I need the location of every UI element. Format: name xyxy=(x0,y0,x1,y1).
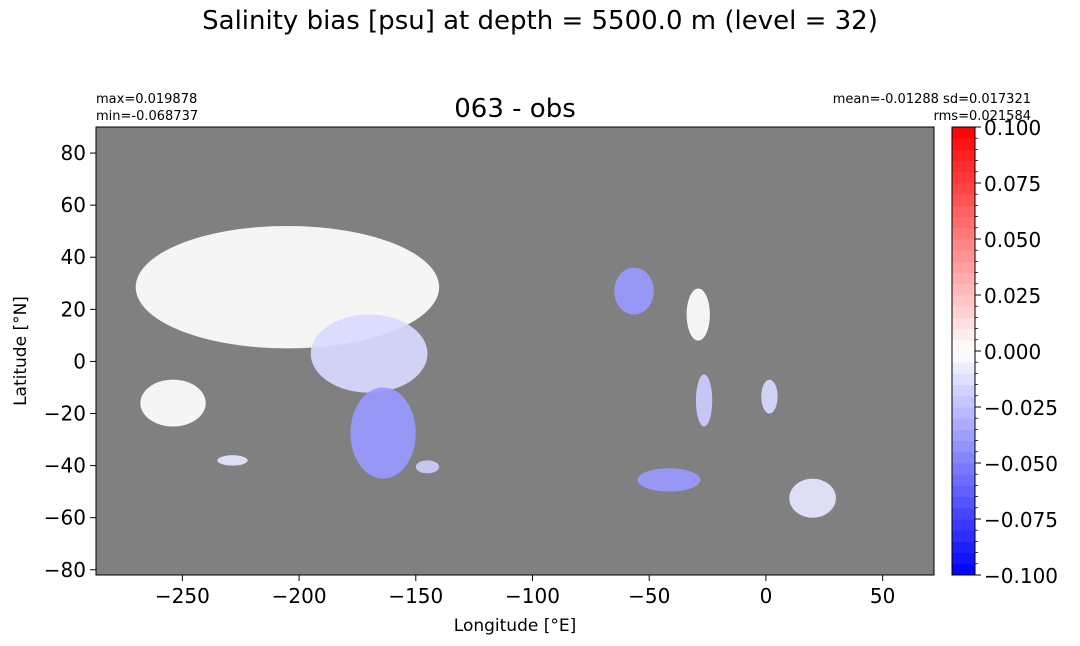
colorbar-segment xyxy=(952,239,975,251)
colorbar: 0.100 0.075 0.050 0.025 0.000 −0.025 −0.050 −0.… xyxy=(951,116,1058,588)
y-tick-label: 60 xyxy=(61,193,86,217)
data-region-6 xyxy=(761,379,778,414)
colorbar-segment xyxy=(952,160,975,173)
colorbar-segment xyxy=(952,440,975,453)
x-tick-label: 0 xyxy=(760,584,773,608)
figure-title: Salinity bias [psu] at depth = 5500.0 m … xyxy=(202,6,878,36)
colorbar-segment xyxy=(952,138,975,150)
colorbar-segment xyxy=(952,429,975,442)
stat-rms: rms=0.021584 xyxy=(933,109,1031,124)
stats-right: mean=-0.01288 sd=0.017321 rms=0.021584 xyxy=(833,91,1031,125)
x-axis: −250 −200 −150 −100 −50 0 50 xyxy=(155,575,895,608)
stat-mean-sd: mean=-0.01288 sd=0.017321 xyxy=(832,92,1031,107)
plot-title: 063 - obs xyxy=(454,94,576,124)
colorbar-segment xyxy=(952,395,975,408)
data-region-10 xyxy=(415,460,440,474)
colorbar-tick-label: 0.000 xyxy=(984,340,1041,364)
colorbar-segment xyxy=(952,485,975,498)
y-tick-label: 0 xyxy=(73,349,86,373)
y-tick-label: 80 xyxy=(61,141,86,165)
colorbar-segment xyxy=(952,362,975,374)
x-tick-label: 50 xyxy=(870,584,895,608)
colorbar-segment xyxy=(952,127,975,139)
colorbar-tick-label: −0.025 xyxy=(984,396,1058,420)
colorbar-segment xyxy=(952,171,975,184)
plot-frame xyxy=(95,126,935,576)
colorbar-segment xyxy=(952,373,975,386)
data-region-2 xyxy=(350,387,416,479)
colorbar-tick-label: 0.050 xyxy=(984,228,1041,252)
y-tick-label: −60 xyxy=(44,506,86,530)
colorbar-tick-label: −0.100 xyxy=(984,564,1058,588)
colorbar-segment xyxy=(952,351,975,363)
colorbar-segment xyxy=(952,216,975,229)
colorbar-tick-label: 0.100 xyxy=(984,116,1041,140)
colorbar-segment xyxy=(952,183,975,195)
colorbar-segment xyxy=(952,227,975,240)
colorbar-tick-label: 0.025 xyxy=(984,284,1041,308)
stats-left: max=0.019878 min=-0.068737 xyxy=(96,91,198,125)
y-axis-label: Latitude [°N] xyxy=(11,296,31,406)
data-region-3 xyxy=(614,267,654,315)
colorbar-segment xyxy=(952,552,975,565)
x-tick-label: −100 xyxy=(505,584,560,608)
y-tick-label: −40 xyxy=(44,454,86,478)
y-tick-label: −20 xyxy=(44,402,86,426)
colorbar-segment xyxy=(952,451,975,464)
colorbar-segment xyxy=(952,507,975,520)
x-tick-label: −250 xyxy=(155,584,210,608)
data-region-1 xyxy=(310,314,428,393)
colorbar-segment xyxy=(952,283,975,296)
stat-max: max=0.019878 xyxy=(96,92,198,107)
data-region-5 xyxy=(695,374,713,427)
colorbar-segment xyxy=(952,295,975,307)
stat-min: min=-0.068737 xyxy=(96,109,199,124)
colorbar-segment xyxy=(952,407,975,419)
colorbar-segment xyxy=(952,317,975,330)
colorbar-segment xyxy=(952,541,975,554)
colorbar-tick-label: 0.075 xyxy=(984,172,1041,196)
colorbar-segment xyxy=(952,463,975,475)
x-tick-label: −150 xyxy=(388,584,443,608)
colorbar-segment xyxy=(952,530,975,542)
colorbar-segment xyxy=(952,149,975,162)
data-region-7 xyxy=(637,468,701,492)
y-tick-label: 20 xyxy=(61,297,86,321)
colorbar-segment xyxy=(952,496,975,509)
colorbar-segment xyxy=(952,418,975,430)
colorbar-segment xyxy=(952,328,975,341)
colorbar-segment xyxy=(952,339,975,352)
y-tick-label: 40 xyxy=(61,245,86,269)
data-region-8 xyxy=(140,379,206,427)
colorbar-segment xyxy=(952,563,975,576)
x-axis-label: Longitude [°E] xyxy=(454,616,576,636)
x-tick-label: −200 xyxy=(272,584,327,608)
colorbar-segment xyxy=(952,194,975,206)
colorbar-segment xyxy=(952,519,975,531)
data-regions xyxy=(135,225,836,518)
data-region-9 xyxy=(217,455,248,466)
data-region-11 xyxy=(789,478,836,518)
colorbar-segment xyxy=(952,474,975,486)
y-tick-label: −80 xyxy=(44,558,86,582)
colorbar-segment xyxy=(952,261,975,274)
colorbar-tick-label: −0.050 xyxy=(984,452,1058,476)
colorbar-segment xyxy=(952,205,975,218)
data-region-4 xyxy=(686,288,710,341)
colorbar-segment xyxy=(952,250,975,262)
colorbar-segment xyxy=(952,384,975,397)
colorbar-tick-label: −0.075 xyxy=(984,508,1058,532)
colorbar-segment xyxy=(952,306,975,318)
colorbar-segment xyxy=(952,272,975,285)
x-tick-label: −50 xyxy=(628,584,670,608)
y-axis: −80 −60 −40 −20 0 20 40 60 80 xyxy=(44,141,96,582)
